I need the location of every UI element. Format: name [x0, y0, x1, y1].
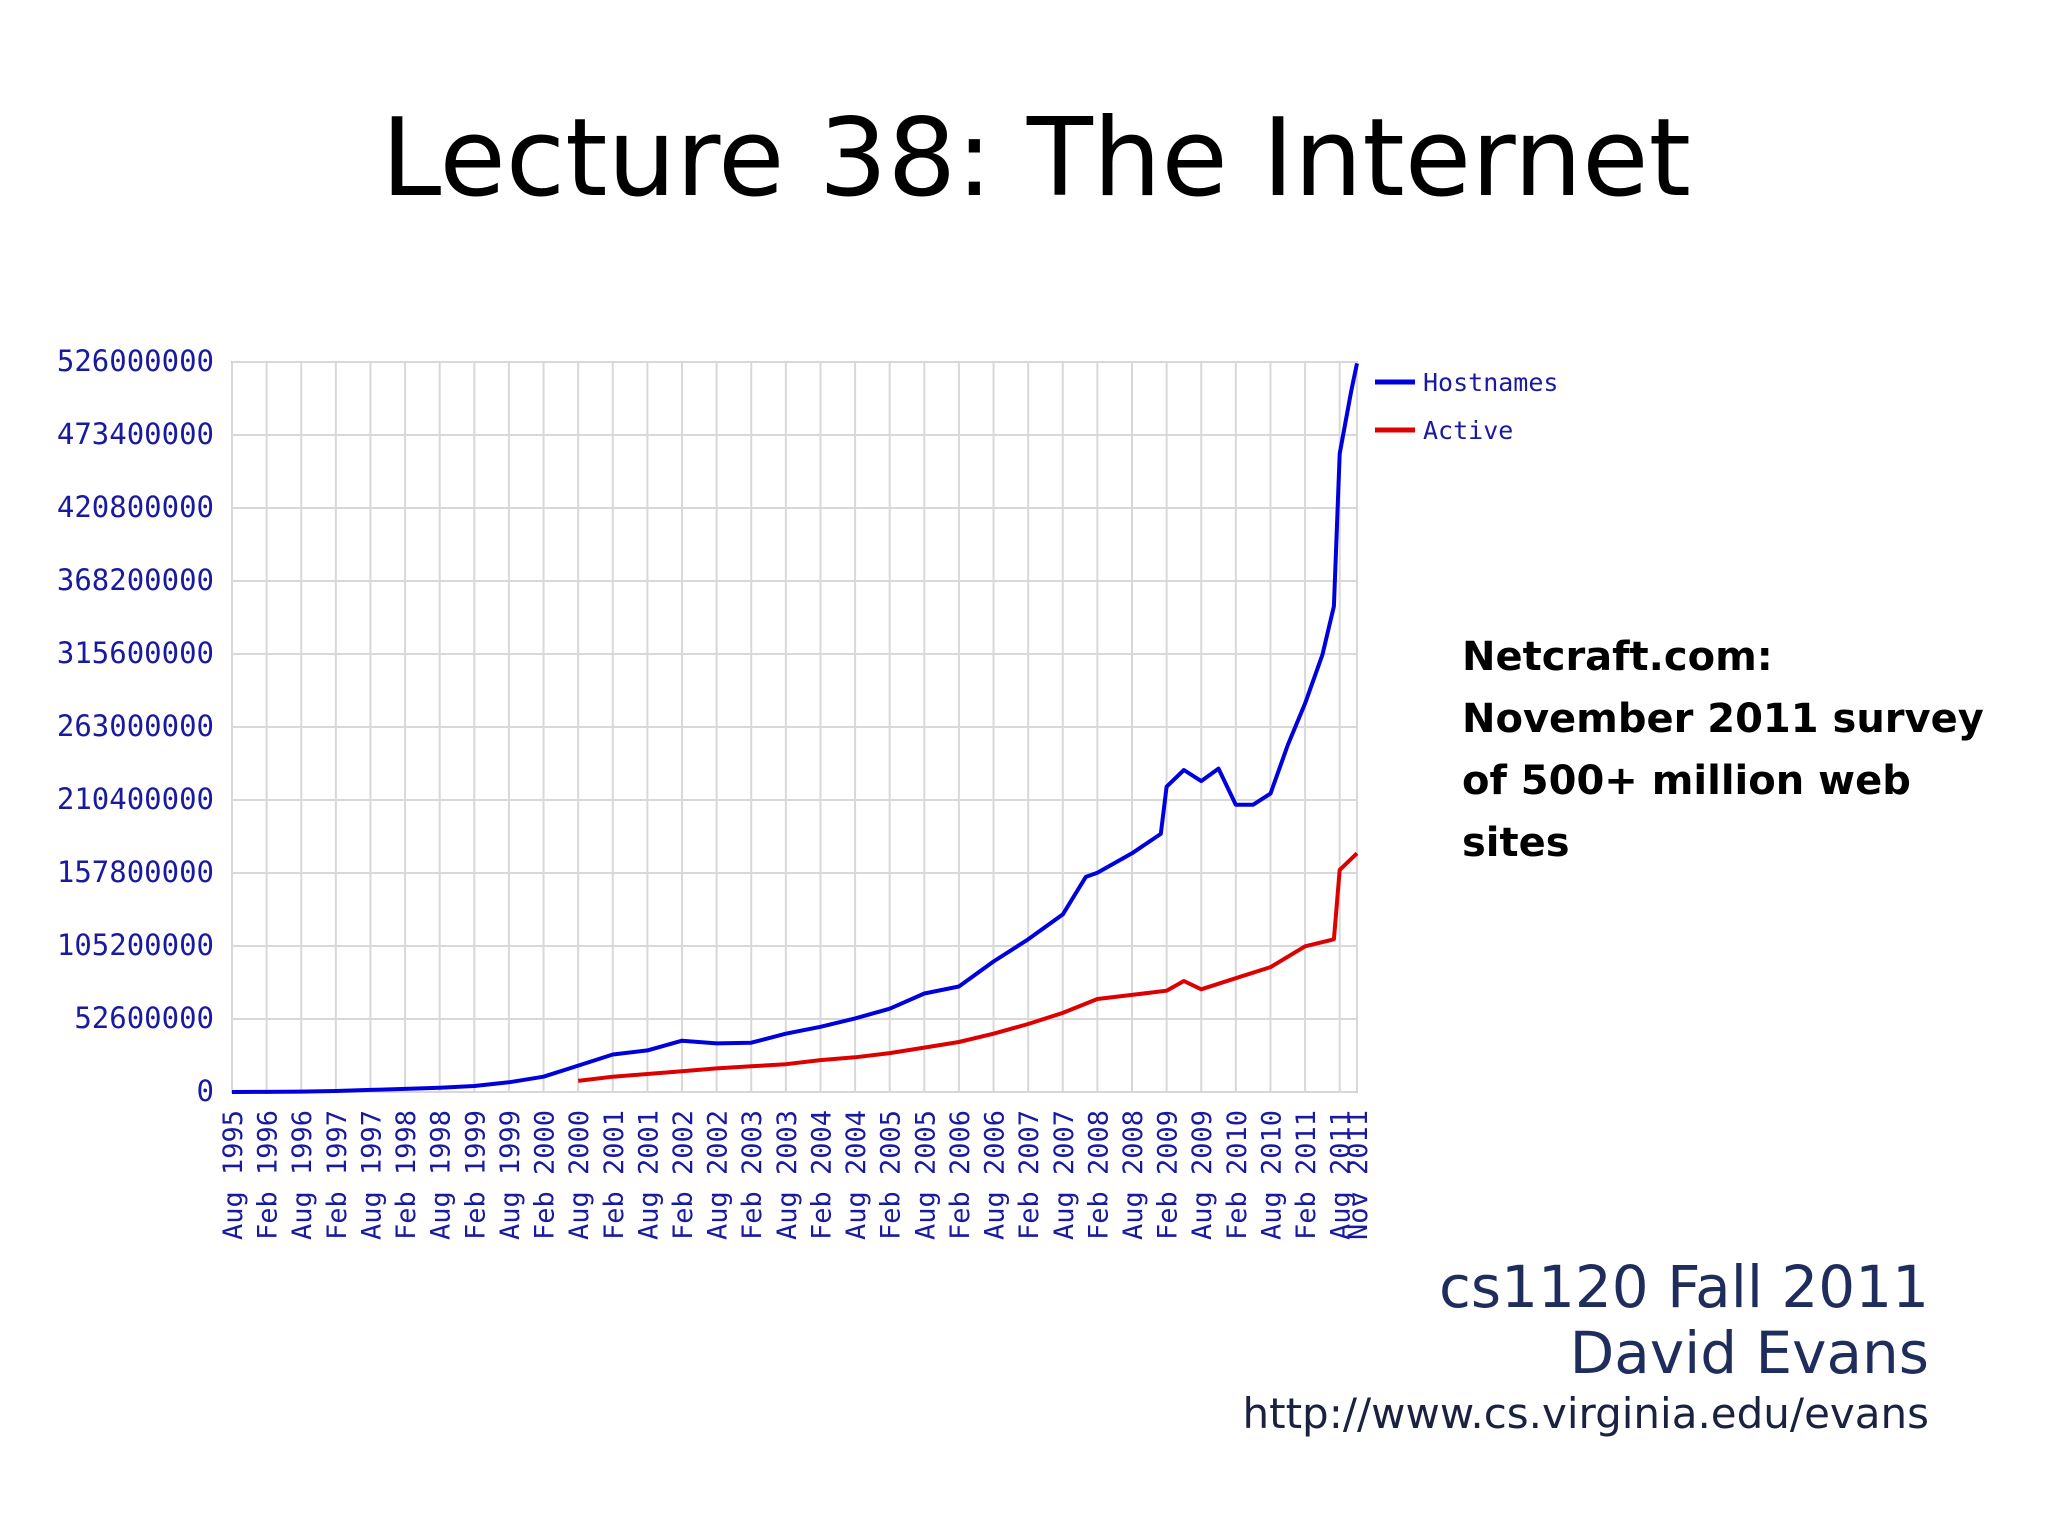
- x-tick-label: Aug 2000: [564, 1110, 595, 1240]
- x-tick-label: Feb 1999: [460, 1110, 491, 1240]
- x-tick-label: Feb 2004: [806, 1110, 837, 1240]
- x-tick-label: Aug 1996: [287, 1110, 318, 1240]
- x-tick-label: Feb 2006: [945, 1110, 976, 1240]
- footer: cs1120 Fall 2011 David Evans http://www.…: [1243, 1254, 1930, 1442]
- x-tick-label: Aug 2011: [1326, 1110, 1357, 1240]
- y-tick-label: 368200000: [57, 563, 214, 597]
- y-tick-label: 210400000: [57, 782, 214, 816]
- x-tick-label: Aug 2001: [633, 1110, 664, 1240]
- x-tick-label: Feb 2010: [1222, 1110, 1253, 1240]
- x-tick-label: Feb 2005: [876, 1110, 907, 1240]
- y-tick-label: 263000000: [57, 709, 214, 743]
- y-tick-label: 157800000: [57, 855, 214, 889]
- x-tick-label: Aug 2004: [841, 1110, 872, 1240]
- x-tick-label: Feb 1998: [391, 1110, 422, 1240]
- survey-note: Netcraft.com: November 2011 survey of 50…: [1462, 634, 1984, 866]
- y-tick-label: 315600000: [57, 636, 214, 670]
- x-tick-label: Aug 2006: [980, 1110, 1011, 1240]
- author-name: David Evans: [1569, 1319, 1929, 1387]
- series-line-hostnames: [231, 362, 1359, 1094]
- y-tick-label: 420800000: [57, 490, 214, 524]
- x-tick-label: Feb 1997: [322, 1110, 353, 1240]
- x-tick-label: Aug 2010: [1256, 1110, 1287, 1240]
- y-tick-label: 52600000: [74, 1001, 214, 1035]
- x-tick-label: Nov 2011: [1343, 1110, 1374, 1240]
- x-tick-label: Aug 2009: [1187, 1110, 1218, 1240]
- x-tick-label: Feb 2007: [1014, 1110, 1045, 1240]
- legend-label-hostnames: Hostnames: [1423, 368, 1558, 397]
- series-line-active: [577, 851, 1359, 1083]
- legend-label-active: Active: [1423, 416, 1513, 445]
- x-tick-label: Aug 2005: [910, 1110, 941, 1240]
- y-tick-label: 473400000: [57, 417, 214, 451]
- x-tick-label: Feb 2001: [599, 1110, 630, 1240]
- x-tick-label: Aug 1995: [218, 1110, 249, 1240]
- x-tick-label: Aug 1999: [495, 1110, 526, 1240]
- y-tick-label: 105200000: [57, 928, 214, 962]
- y-tick-label: 0: [197, 1074, 214, 1108]
- course-label: cs1120 Fall 2011: [1439, 1253, 1929, 1321]
- x-tick-label: Aug 1998: [426, 1110, 457, 1240]
- x-tick-label: Feb 2011: [1291, 1110, 1322, 1240]
- x-tick-label: Feb 2002: [668, 1110, 699, 1240]
- y-tick-label: 526000000: [57, 344, 214, 378]
- x-tick-label: Aug 2002: [703, 1110, 734, 1240]
- slide-title: Lecture 38: The Internet: [381, 96, 1691, 221]
- x-tick-label: Feb 2008: [1083, 1110, 1114, 1240]
- x-tick-label: Aug 2007: [1049, 1110, 1080, 1240]
- x-tick-label: Aug 2008: [1118, 1110, 1149, 1240]
- x-tick-label: Feb 1996: [253, 1110, 284, 1240]
- web-server-survey-chart: 0 52600000 105200000 157800000 210400000 2630…: [57, 344, 1559, 1240]
- x-tick-label: Feb 2003: [737, 1110, 768, 1240]
- x-tick-label: Aug 2003: [772, 1110, 803, 1240]
- author-url: http://www.cs.virginia.edu/evans: [1242, 1389, 1930, 1438]
- x-tick-label: Feb 2009: [1153, 1110, 1184, 1240]
- x-tick-label: Aug 1997: [356, 1110, 387, 1240]
- x-tick-label: Feb 2000: [530, 1110, 561, 1240]
